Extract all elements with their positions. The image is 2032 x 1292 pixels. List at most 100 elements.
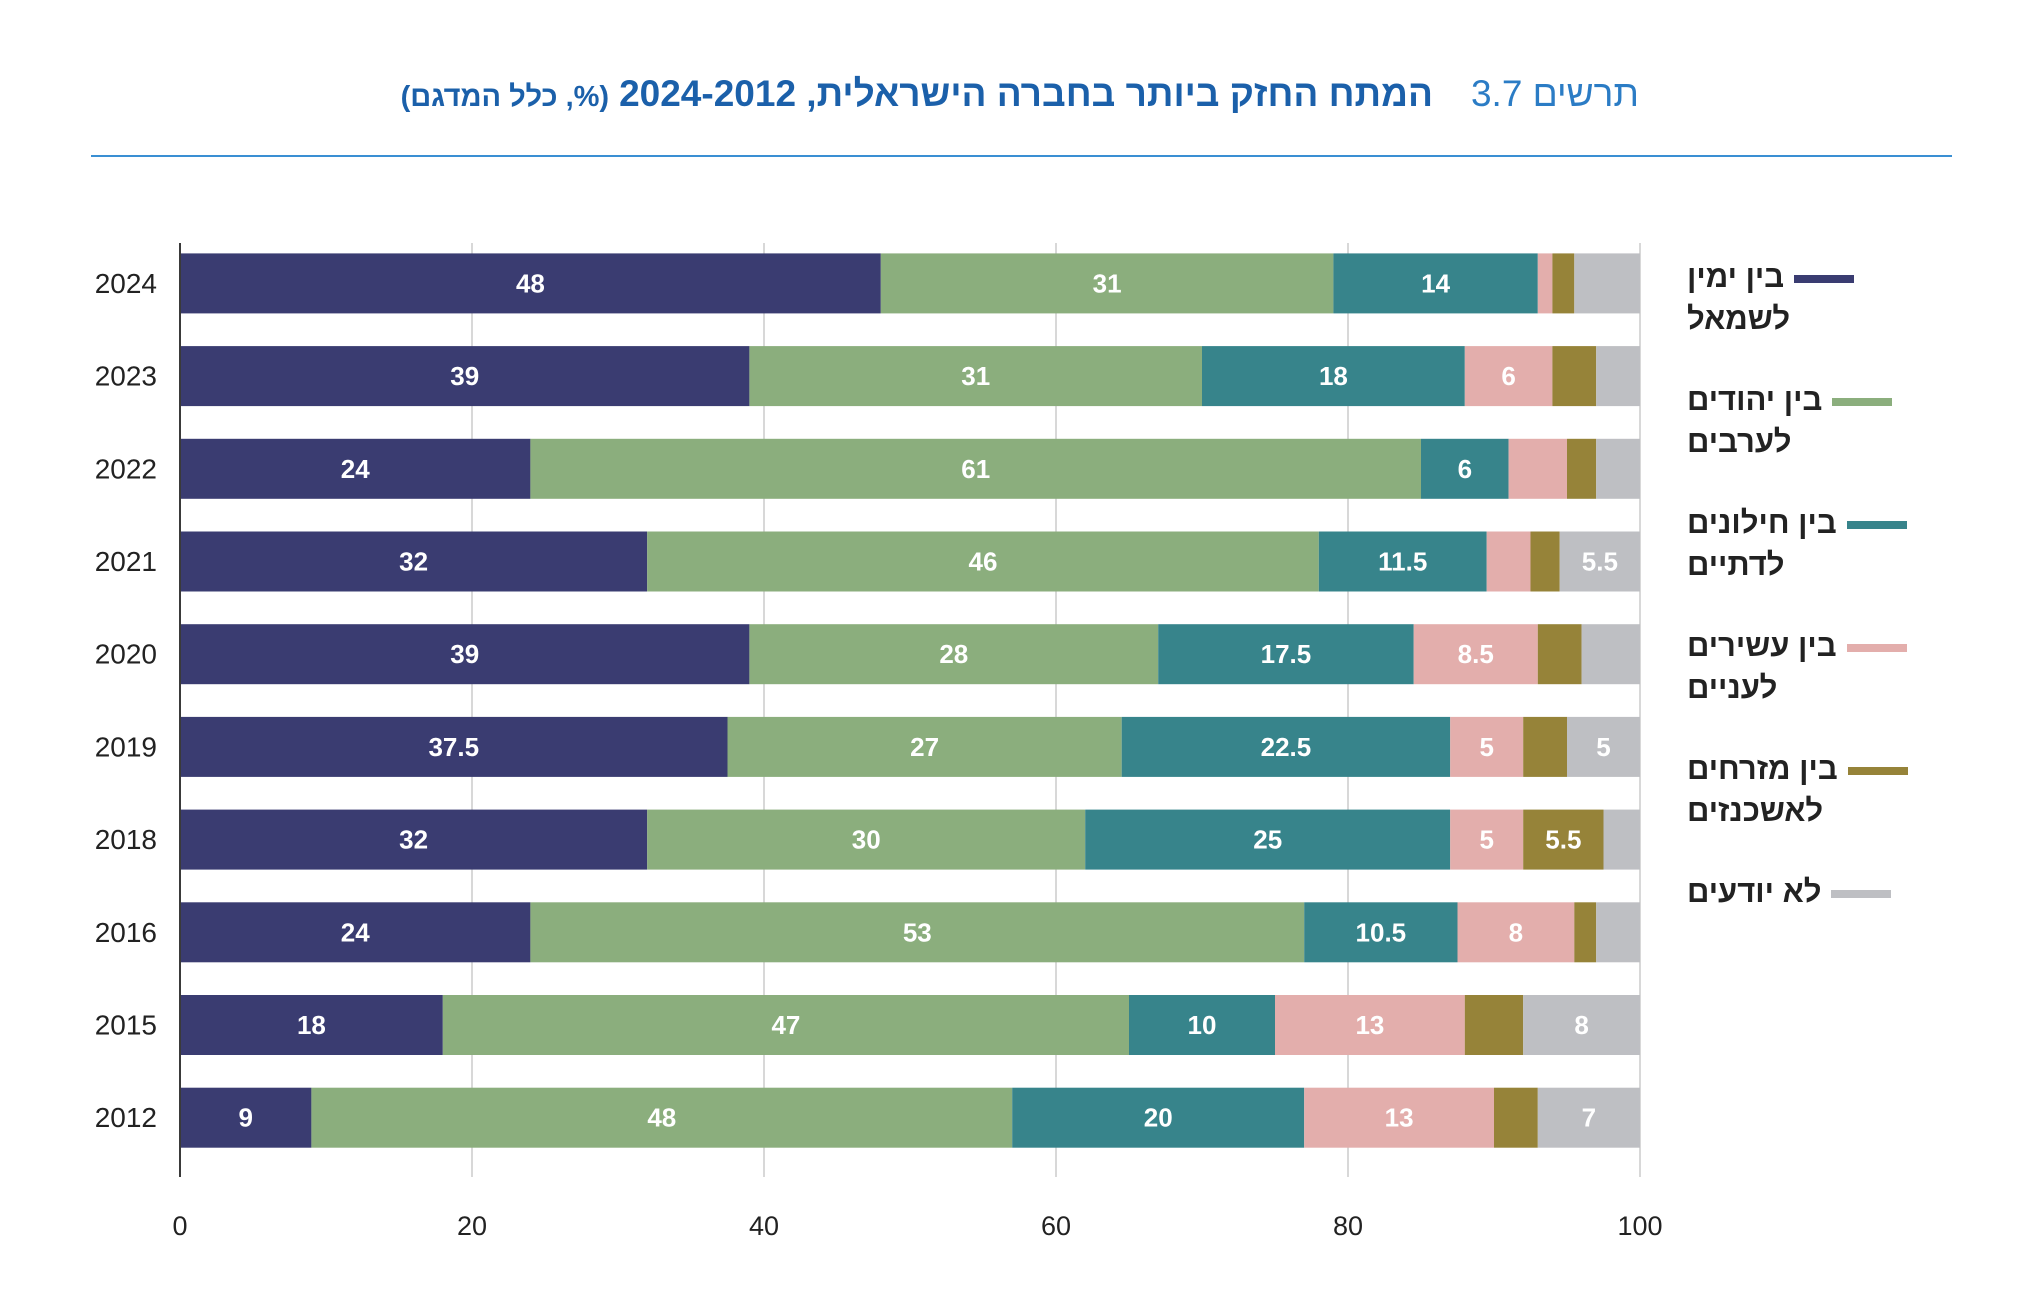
y-category-label: 2020	[95, 639, 157, 670]
bars: 48 31 14 39 31 18 6 24 61 6 32 46 11.5 5.5 39 28 17.5 8.5…	[180, 253, 1640, 1148]
chart-subtitle: (%, כלל המדגם)	[400, 81, 610, 113]
bar-segment	[1413, 624, 1538, 685]
bar-data-label: 39	[450, 361, 479, 391]
bar-data-label: 61	[961, 454, 990, 484]
bar-segment	[1304, 1087, 1494, 1148]
bar-data-label: 27	[910, 732, 939, 762]
legend-item: בין ימין לשמאל	[1687, 256, 2007, 340]
bar-row: 32 30 25 5 5.5	[180, 809, 1640, 870]
bar-segment	[530, 902, 1305, 963]
bar-data-label: 31	[1093, 268, 1122, 298]
bar-segment	[1275, 995, 1465, 1055]
bar-data-label: 9	[238, 1103, 252, 1133]
bar-data-label: 11.5	[1378, 547, 1427, 577]
bar-data-label: 8	[1509, 917, 1523, 947]
legend-label: בין עשירים לעניים	[1687, 628, 1837, 705]
bar-segment	[1129, 995, 1275, 1055]
bar-data-label: 10.5	[1356, 917, 1407, 947]
bar-segment	[1603, 809, 1640, 870]
bar-data-label: 13	[1385, 1103, 1414, 1133]
bar-data-label: 8.5	[1458, 639, 1494, 669]
bar-segment	[880, 253, 1334, 314]
bar-data-label: 22.5	[1261, 732, 1312, 762]
bar-segment	[1567, 716, 1640, 777]
bar-segment	[647, 531, 1319, 592]
bar-segment	[1012, 1087, 1305, 1148]
bar-segment	[1523, 716, 1567, 777]
bar-data-label: 18	[1319, 361, 1348, 391]
bar-row: 9 48 20 13 7	[180, 1087, 1640, 1148]
bar-segment	[180, 716, 728, 777]
bar-data-label: 47	[771, 1010, 800, 1040]
bar-segment	[1450, 716, 1524, 777]
bar-row: 32 46 11.5 5.5	[180, 531, 1640, 592]
legend-swatch	[1847, 766, 1908, 775]
bar-segment	[1464, 346, 1553, 407]
bar-data-label: 5	[1479, 825, 1493, 855]
bar-segment	[1596, 346, 1640, 407]
bar-segment	[1121, 716, 1451, 777]
legend-item: בין חילונים לדתיים	[1687, 502, 2007, 586]
bar-data-label: 46	[969, 547, 998, 577]
bar-data-label: 18	[297, 1010, 326, 1040]
x-tick-label: 40	[749, 1211, 779, 1241]
bar-segment	[1333, 253, 1538, 314]
bar-data-label: 5	[1596, 732, 1610, 762]
legend-swatch	[1794, 274, 1855, 283]
figure-title: תרשים 3.7 המתח החזק ביותר בחברה הישראלית,…	[401, 68, 1639, 128]
bar-data-label: 5.5	[1582, 547, 1618, 577]
bar-data-label: 39	[450, 639, 479, 669]
bar-row: 39 31 18 6	[180, 346, 1640, 407]
bar-data-label: 8	[1574, 1010, 1588, 1040]
y-category-label: 2022	[95, 453, 157, 484]
bar-segment	[180, 1087, 312, 1148]
bar-data-label: 37.5	[428, 732, 479, 762]
legend-item: בין מזרחים לאשכנזים	[1687, 748, 2007, 832]
bar-data-label: 6	[1501, 361, 1515, 391]
bar-segment	[1304, 902, 1458, 963]
legend-swatch	[1832, 397, 1893, 406]
bar-segment	[442, 995, 1129, 1055]
bar-row: 37.5 27 22.5 5 5	[180, 716, 1640, 777]
bar-segment	[1530, 531, 1560, 592]
bar-data-label: 24	[341, 454, 370, 484]
bar-segment	[1552, 253, 1575, 314]
bar-data-label: 30	[852, 825, 881, 855]
bar-segment	[1552, 346, 1597, 407]
bar-segment	[1523, 995, 1640, 1055]
bar-segment	[180, 531, 648, 592]
bar-segment	[1581, 624, 1640, 685]
legend-label: לא יודעים	[1687, 874, 1822, 909]
bar-data-label: 5.5	[1545, 825, 1581, 855]
y-category-label: 2021	[95, 546, 157, 577]
bar-segment	[180, 253, 881, 314]
bar-segment	[1574, 902, 1597, 963]
bar-data-label: 48	[647, 1103, 676, 1133]
bar-segment	[1537, 1087, 1640, 1148]
bar-segment	[180, 624, 750, 685]
chart-title: המתח החזק ביותר בחברה הישראלית, 2024-201…	[619, 73, 1433, 114]
bar-row: 48 31 14	[180, 253, 1640, 314]
title-divider	[91, 155, 1952, 157]
y-category-label: 2012	[95, 1102, 157, 1133]
bar-data-label: 25	[1253, 825, 1282, 855]
x-tick-label: 80	[1333, 1211, 1363, 1241]
bar-segment	[530, 438, 1421, 499]
legend-swatch	[1831, 889, 1892, 898]
bar-segment	[1464, 995, 1524, 1055]
bar-row: 39 28 17.5 8.5	[180, 624, 1640, 685]
bar-segment	[1158, 624, 1414, 685]
y-category-label: 2015	[95, 1010, 157, 1041]
legend-item: לא יודעים	[1687, 871, 2007, 913]
bar-segment	[1574, 253, 1640, 314]
bar-segment	[180, 995, 443, 1055]
legend-label: בין יהודים לערבים	[1687, 382, 1823, 459]
bar-data-label: 28	[939, 639, 968, 669]
bar-data-label: 6	[1458, 454, 1472, 484]
x-tick-label: 60	[1041, 1211, 1071, 1241]
bar-segment	[180, 902, 531, 963]
bar-segment	[749, 346, 1202, 407]
bar-data-label: 32	[399, 547, 428, 577]
bar-segment	[1508, 438, 1567, 499]
